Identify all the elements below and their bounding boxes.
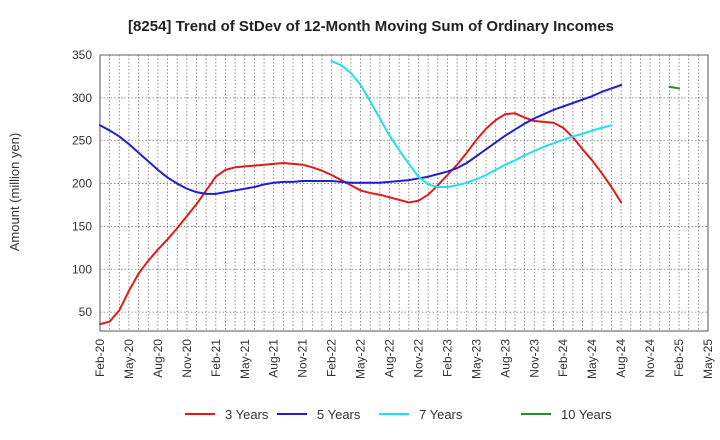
series-layer: [99, 60, 681, 326]
x-tick-label: Feb-23: [440, 339, 454, 377]
x-tick-label: Nov-20: [180, 339, 194, 378]
x-tick-label: Aug-24: [614, 339, 628, 378]
x-tick-label: May-21: [238, 339, 252, 379]
legend-item: 10 Years: [521, 407, 612, 422]
y-tick-label: 100: [72, 262, 92, 276]
legend-label: 10 Years: [561, 407, 612, 422]
series-line-7-years: [330, 60, 613, 188]
y-axis-label: Amount (million yen): [7, 133, 22, 252]
legend-label: 3 Years: [225, 407, 269, 422]
legend-item: 7 Years: [379, 407, 463, 422]
plot-frame: [99, 54, 709, 332]
grid: [100, 54, 708, 331]
x-tick-label: Nov-21: [296, 339, 310, 378]
y-tick-label: 300: [72, 91, 92, 105]
x-tick-label: Nov-23: [527, 339, 541, 378]
legend-label: 5 Years: [317, 407, 361, 422]
x-tick-label: Feb-22: [325, 339, 339, 377]
x-tick-label: Nov-24: [643, 339, 657, 378]
x-tick-label: May-22: [354, 339, 368, 379]
chart-title: [8254] Trend of StDev of 12-Month Moving…: [128, 18, 614, 35]
x-tick-label: Feb-25: [672, 339, 686, 377]
y-tick-label: 350: [72, 48, 92, 62]
legend-item: 3 Years: [185, 407, 269, 422]
x-tick-label: Feb-20: [93, 339, 107, 377]
x-tick-label: Aug-22: [383, 339, 397, 378]
x-tick-label: Aug-20: [151, 339, 165, 378]
y-tick-label: 200: [72, 177, 92, 191]
x-tick-label: Aug-21: [267, 339, 281, 378]
axes: 50 100 150 200 250 300 350 Feb-20 May-20 Aug-20 No…: [72, 48, 715, 379]
legend-item: 5 Years: [277, 407, 361, 422]
x-tick-label: Feb-21: [209, 339, 223, 377]
y-tick-label: 50: [79, 305, 93, 319]
x-tick-label: May-23: [469, 339, 483, 379]
plot-area: [99, 54, 709, 332]
y-tick-label: 250: [72, 134, 92, 148]
series-line-5-years: [99, 84, 623, 195]
x-tick-label: May-20: [122, 339, 136, 379]
y-tick-label: 150: [72, 219, 92, 233]
x-tick-label: May-24: [585, 339, 599, 379]
legend: 3 Years 5 Years 7 Years 10 Years: [185, 407, 612, 422]
x-tick-label: Feb-24: [556, 339, 570, 377]
x-tick-label: Aug-23: [498, 339, 512, 378]
legend-label: 7 Years: [419, 407, 463, 422]
series-line-3-years: [99, 112, 623, 326]
x-tick-label: Nov-22: [411, 339, 425, 378]
series-line-10-years: [668, 85, 681, 90]
x-tick-label: May-25: [701, 339, 715, 379]
